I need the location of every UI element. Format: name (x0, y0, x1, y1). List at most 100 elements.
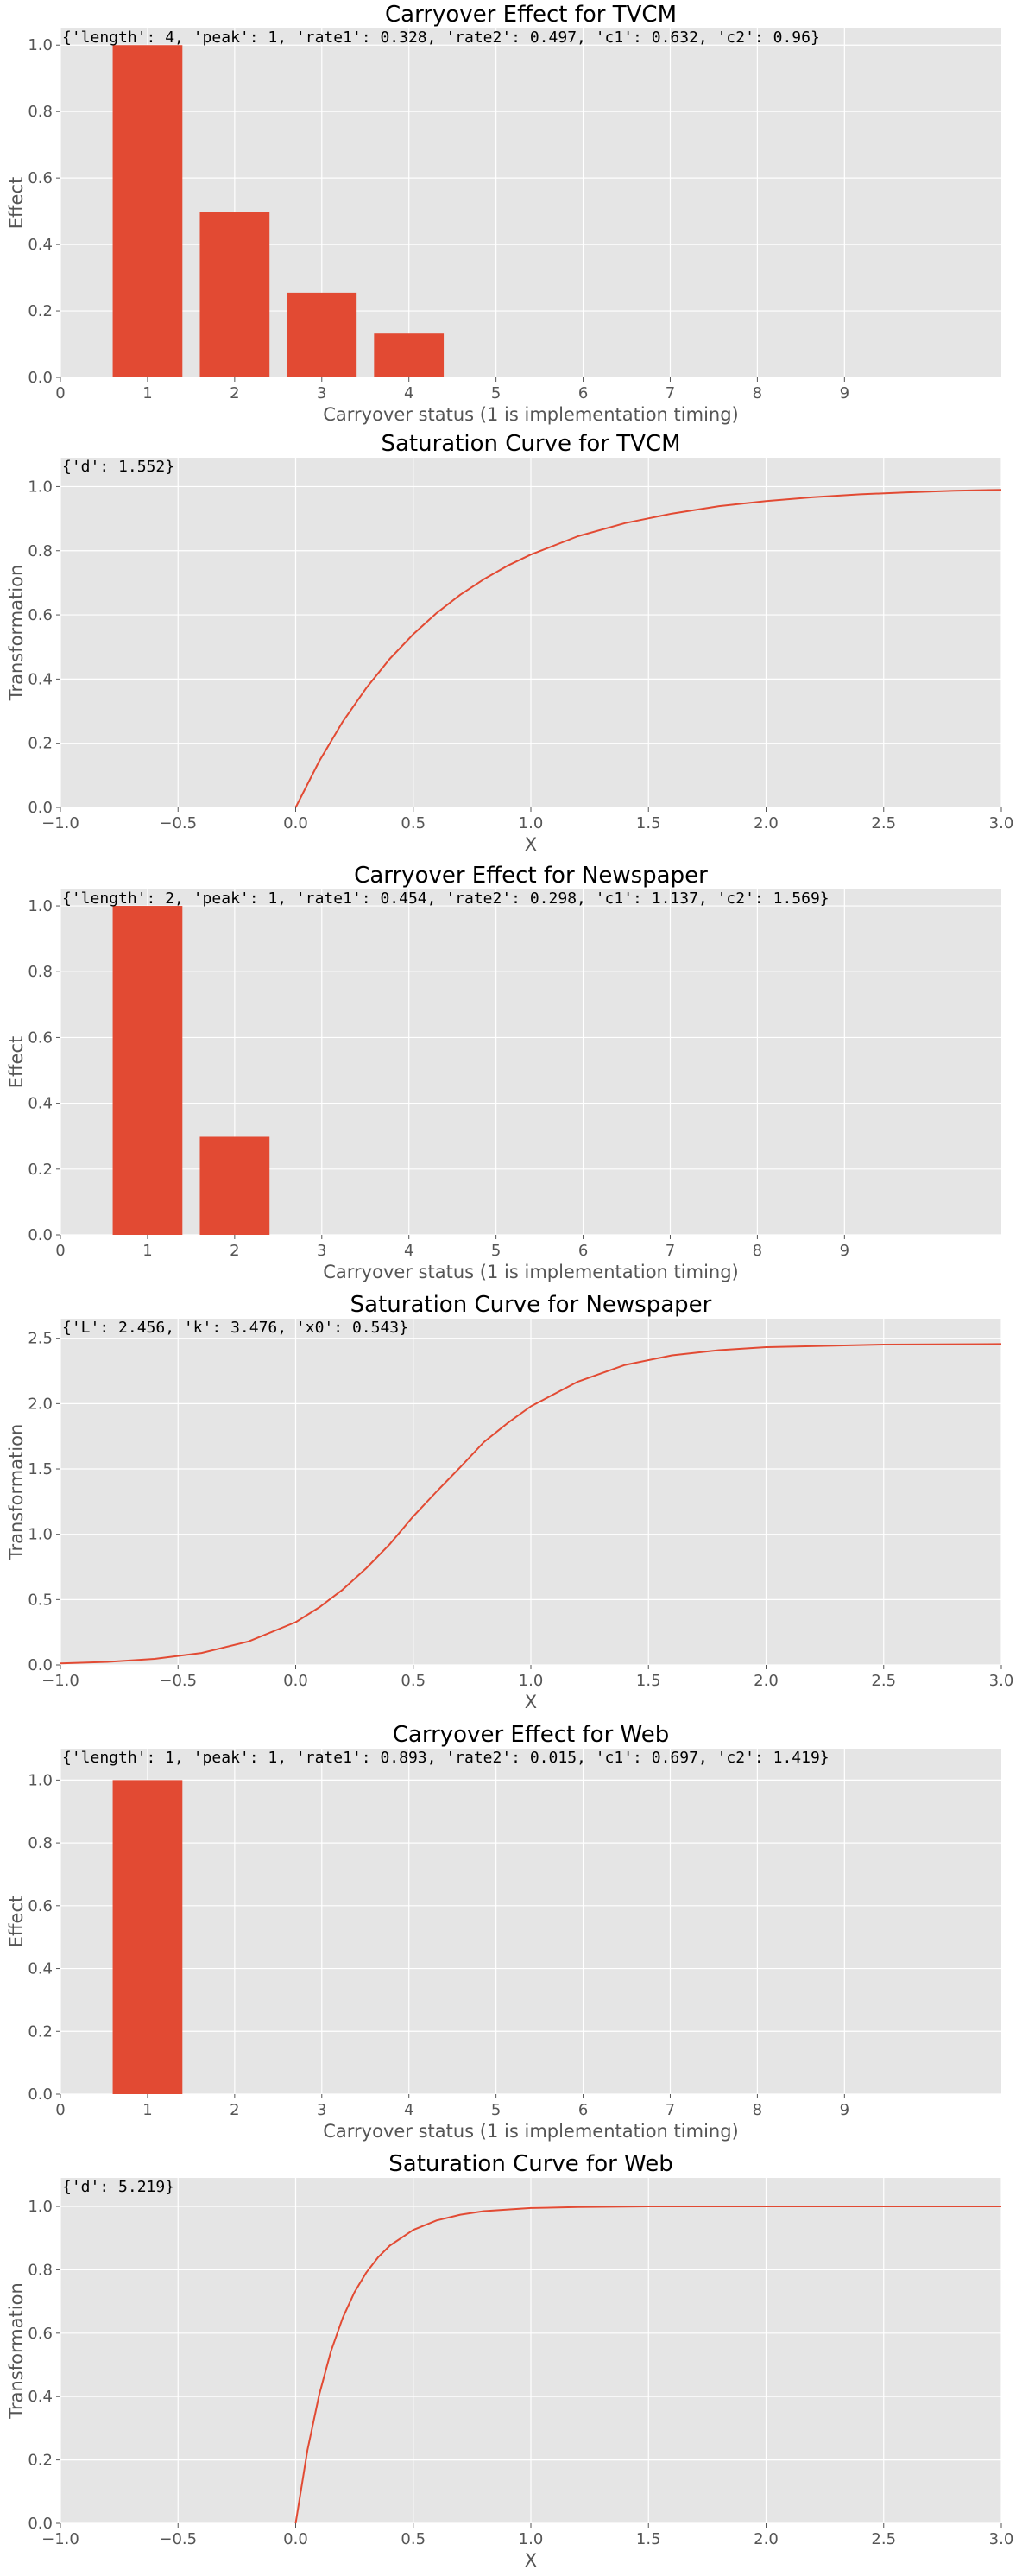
chart-title: Carryover Effect for TVCM (385, 2, 677, 28)
parameter-annotation: {'length': 2, 'peak': 1, 'rate1': 0.454,… (62, 889, 830, 908)
x-tick-label: 6 (578, 384, 588, 402)
series-line (294, 2206, 1001, 2524)
x-tick-label: −0.5 (159, 2530, 197, 2548)
chart-4: −1.0 −0.5 0.0 0.5 1.0 1.5 2.0 2.5 3.0 0.0 0.5 1.0 1.… (6, 1292, 1013, 1712)
x-tick-label: 6 (578, 1242, 588, 1260)
x-tick-label: 3.0 (989, 2530, 1014, 2548)
x-tick-label: −0.5 (159, 814, 197, 832)
x-tick-label: 2 (230, 1242, 239, 1260)
chart-3: 0 1 2 3 4 5 6 7 8 9 0.0 0.2 0.4 0.6 0.8 1.0 Carryover Ef… (6, 863, 1001, 1282)
x-tick-label: 9 (840, 2101, 849, 2119)
chart-title: Saturation Curve for Web (388, 2151, 672, 2177)
y-tick-label: 1.0 (28, 1526, 53, 1544)
chart-2: −1.0 −0.5 0.0 0.5 1.0 1.5 2.0 2.5 3.0 0.0 0.2 0.4 0.… (6, 431, 1013, 855)
x-tick-label: 8 (753, 1242, 762, 1260)
bar (287, 292, 357, 377)
y-tick-label: 0.0 (28, 1226, 53, 1244)
bar (374, 333, 445, 377)
parameter-annotation: {'L': 2.456, 'k': 3.476, 'x0': 0.543} (62, 1319, 408, 1337)
chart-title: Saturation Curve for TVCM (381, 431, 680, 457)
x-tick-label: 3 (317, 384, 326, 402)
x-tick-label: 4 (404, 1242, 413, 1260)
x-tick-label: 3.0 (989, 1672, 1014, 1690)
x-axis-label: Carryover status (1 is implementation ti… (323, 1262, 739, 1282)
x-axis-label: Carryover status (1 is implementation ti… (323, 2121, 739, 2142)
y-tick-label: 0.4 (28, 2388, 53, 2406)
y-tick-label: 0.4 (28, 1960, 53, 1978)
y-tick-label: 0.0 (28, 799, 53, 817)
x-tick-label: 2.0 (754, 814, 779, 832)
x-tick-label: 2 (230, 384, 239, 402)
x-tick-label: −1.0 (41, 2530, 79, 2548)
x-tick-label: 6 (578, 2101, 588, 2119)
y-tick-label: 0.0 (28, 2085, 53, 2104)
y-tick-label: 0.5 (28, 1591, 53, 1609)
x-tick-label: 1 (142, 1242, 152, 1260)
x-tick-label: 2.0 (754, 1672, 779, 1690)
x-tick-label: 8 (753, 384, 762, 402)
plot-area (60, 1749, 1001, 2094)
x-axis-label: Carryover status (1 is implementation ti… (323, 404, 739, 425)
y-tick-label: 0.0 (28, 369, 53, 387)
y-tick-label: 0.4 (28, 670, 53, 688)
x-tick-label: 3.0 (989, 814, 1014, 832)
parameter-annotation: {'length': 1, 'peak': 1, 'rate1': 0.893,… (62, 1749, 830, 1767)
x-tick-label: 1 (142, 384, 152, 402)
y-tick-label: 0.4 (28, 1095, 53, 1113)
x-tick-label: 0 (55, 1242, 65, 1260)
x-tick-label: 1.0 (519, 2530, 544, 2548)
x-axis-label: X (525, 1692, 537, 1712)
y-tick-label: 0.6 (28, 606, 53, 624)
series-line (60, 1343, 1002, 1665)
x-tick-label: 1.0 (519, 1672, 544, 1690)
y-axis-label: Effect (6, 1036, 27, 1088)
parameter-annotation: {'d': 5.219} (62, 2178, 174, 2196)
x-tick-label: 2.5 (871, 1672, 896, 1690)
y-axis-label: Transformation (6, 1424, 27, 1561)
y-tick-label: 1.0 (28, 2198, 53, 2216)
y-tick-label: 0.8 (28, 103, 53, 121)
x-tick-label: 2.5 (871, 814, 896, 832)
y-tick-label: 0.4 (28, 236, 53, 254)
y-tick-label: 0.8 (28, 542, 53, 560)
x-tick-label: 1.5 (636, 814, 661, 832)
y-tick-label: 1.0 (28, 1771, 53, 1789)
y-tick-label: 0.8 (28, 963, 53, 981)
x-tick-label: 4 (404, 2101, 413, 2119)
x-tick-label: 5 (491, 2101, 501, 2119)
x-tick-label: 0.0 (283, 814, 308, 832)
bar (112, 906, 183, 1235)
y-tick-label: 0.0 (28, 2515, 53, 2533)
x-tick-label: 0.5 (401, 814, 426, 832)
x-tick-label: 7 (666, 1242, 675, 1260)
x-tick-label: 0.0 (283, 1672, 308, 1690)
bar (112, 45, 183, 377)
x-tick-label: 4 (404, 384, 413, 402)
x-tick-label: 3 (317, 2101, 326, 2119)
chart-1: 0 1 2 3 4 5 6 7 8 9 0.0 0.2 0.4 0.6 0.8 1.0 Carryover Ef… (6, 2, 1001, 425)
x-tick-label: 0 (55, 2101, 65, 2119)
y-axis-label: Effect (6, 177, 27, 229)
x-tick-label: 0.0 (283, 2530, 308, 2548)
y-axis-label: Transformation (6, 2282, 27, 2420)
x-tick-label: 8 (753, 2101, 762, 2119)
x-tick-label: 1.5 (636, 1672, 661, 1690)
x-tick-label: 2.0 (754, 2530, 779, 2548)
y-tick-label: 2.0 (28, 1395, 53, 1413)
x-tick-label: 0.5 (401, 1672, 426, 1690)
y-tick-label: 1.0 (28, 478, 53, 496)
x-tick-label: 7 (666, 2101, 675, 2119)
chart-5: 0 1 2 3 4 5 6 7 8 9 0.0 0.2 0.4 0.6 0.8 1.0 Carryover Ef… (6, 1722, 1001, 2142)
x-tick-label: 2.5 (871, 2530, 896, 2548)
x-tick-label: −1.0 (41, 1672, 79, 1690)
y-tick-label: 0.2 (28, 2022, 53, 2041)
series-line (294, 489, 1002, 808)
y-tick-label: 0.8 (28, 1834, 53, 1852)
y-tick-label: 0.6 (28, 1897, 53, 1915)
y-tick-label: 0.2 (28, 2452, 53, 2470)
y-tick-label: 0.6 (28, 1029, 53, 1047)
y-tick-label: 1.5 (28, 1460, 53, 1478)
y-tick-label: 2.5 (28, 1330, 53, 1348)
y-tick-label: 0.0 (28, 1656, 53, 1674)
